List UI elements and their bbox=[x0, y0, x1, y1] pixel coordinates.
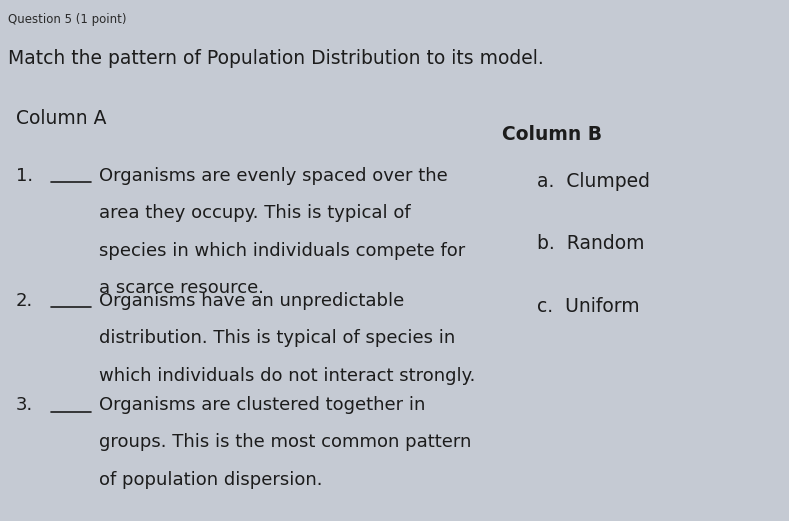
Text: species in which individuals compete for: species in which individuals compete for bbox=[99, 242, 465, 260]
Text: of population dispersion.: of population dispersion. bbox=[99, 471, 322, 489]
Text: 1.: 1. bbox=[16, 167, 33, 185]
Text: groups. This is the most common pattern: groups. This is the most common pattern bbox=[99, 433, 471, 452]
Text: a.  Clumped: a. Clumped bbox=[537, 172, 649, 191]
Text: b.  Random: b. Random bbox=[537, 234, 644, 253]
Text: Organisms are clustered together in: Organisms are clustered together in bbox=[99, 396, 425, 414]
Text: Match the pattern of Population Distribution to its model.: Match the pattern of Population Distribu… bbox=[8, 49, 544, 68]
Text: 2.: 2. bbox=[16, 292, 33, 310]
Text: a scarce resource.: a scarce resource. bbox=[99, 279, 264, 297]
Text: distribution. This is typical of species in: distribution. This is typical of species… bbox=[99, 329, 455, 348]
Text: Column A: Column A bbox=[16, 109, 107, 128]
Text: which individuals do not interact strongly.: which individuals do not interact strong… bbox=[99, 367, 475, 385]
Text: area they occupy. This is typical of: area they occupy. This is typical of bbox=[99, 204, 410, 222]
Text: Column B: Column B bbox=[503, 125, 602, 144]
Text: 3.: 3. bbox=[16, 396, 33, 414]
Text: c.  Uniform: c. Uniform bbox=[537, 297, 639, 316]
Text: Question 5 (1 point): Question 5 (1 point) bbox=[8, 13, 126, 26]
Text: Organisms have an unpredictable: Organisms have an unpredictable bbox=[99, 292, 404, 310]
Text: Organisms are evenly spaced over the: Organisms are evenly spaced over the bbox=[99, 167, 447, 185]
